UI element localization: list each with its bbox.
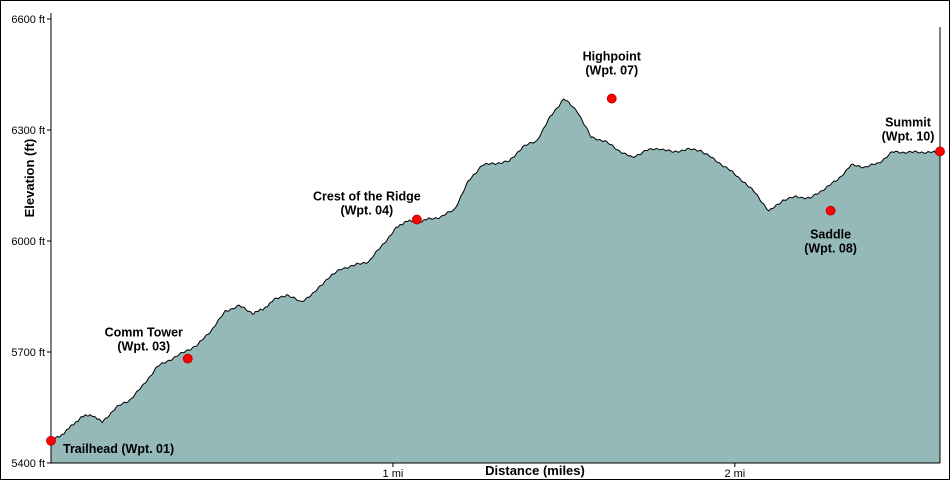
waypoint-label: Comm Tower: [105, 326, 183, 340]
waypoint-marker: [935, 146, 945, 157]
waypoint-marker: [411, 214, 422, 225]
axes-layer: Elevation (ft) Distance (miles) 5400 ft 5…: [11, 13, 941, 480]
y-tick-label: 6600 ft: [11, 14, 45, 26]
y-axis-title: Elevation (ft): [22, 139, 37, 218]
waypoint-sublabel: (Wpt. 10): [882, 129, 935, 143]
waypoint-label: Highpoint: [583, 50, 642, 64]
x-tick-label: 1 mi: [383, 468, 404, 479]
x-axis-title: Distance (miles): [485, 463, 585, 478]
waypoint-marker: [825, 205, 836, 216]
waypoint-label: Summit: [885, 115, 932, 129]
y-tick-label: 6300 ft: [11, 125, 45, 137]
waypoint-sublabel: (Wpt. 08): [804, 242, 857, 256]
waypoint-marker: [46, 435, 56, 446]
waypoint-marker: [182, 353, 193, 364]
waypoint-sublabel: (Wpt. 03): [117, 340, 170, 354]
profile-area-fill: [51, 99, 940, 463]
y-tick-label: 5400 ft: [11, 458, 45, 470]
waypoint-sublabel: (Wpt. 04): [340, 204, 393, 218]
waypoint-layer: Trailhead (Wpt. 01) Comm Tower(Wpt. 03) Cr…: [46, 50, 945, 456]
waypoint-label: Crest of the Ridge: [313, 190, 421, 204]
profile-line: [50, 98, 941, 442]
x-tick-label: 2 mi: [724, 468, 745, 479]
profile-area-layer: [50, 98, 941, 463]
y-tick-label: 6000 ft: [11, 236, 45, 248]
waypoint-label: Saddle: [810, 228, 851, 242]
waypoint-label: Trailhead (Wpt. 01): [63, 442, 174, 456]
y-tick-label: 5700 ft: [11, 347, 45, 359]
waypoint-marker: [606, 93, 617, 104]
waypoint-sublabel: (Wpt. 07): [585, 64, 638, 78]
